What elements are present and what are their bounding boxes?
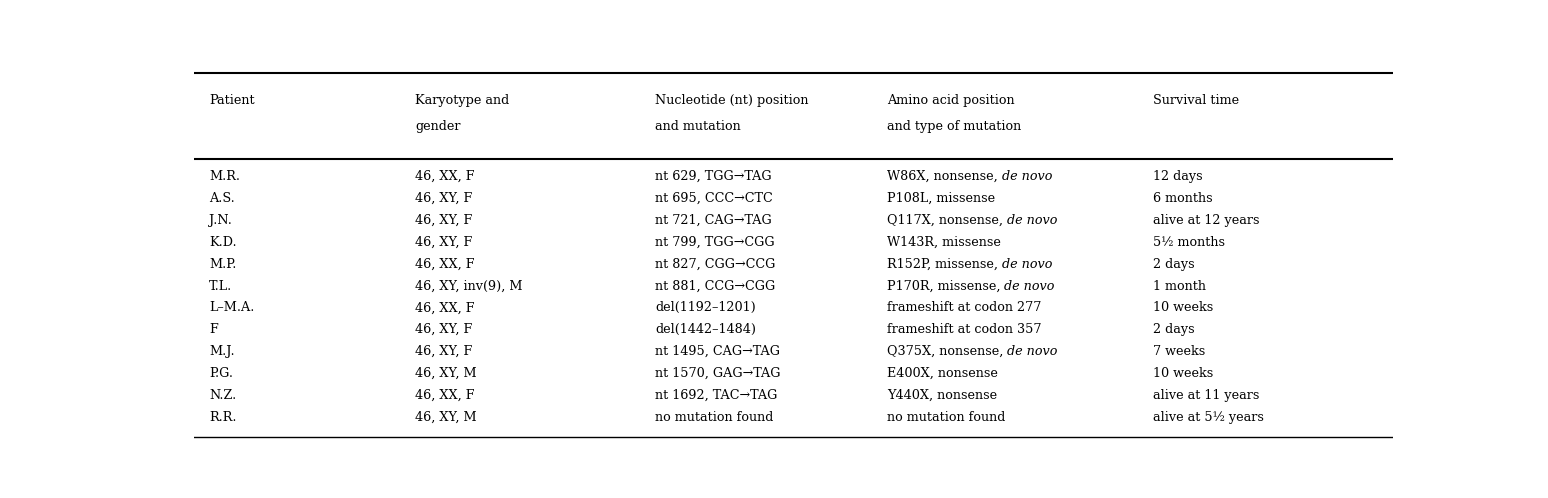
Text: M.P.: M.P. [209, 257, 237, 270]
Text: F: F [209, 323, 218, 336]
Text: 46, XY, M: 46, XY, M [415, 367, 477, 380]
Text: 46, XY, M: 46, XY, M [415, 411, 477, 424]
Text: frameshift at codon 357: frameshift at codon 357 [887, 323, 1042, 336]
Text: Amino acid position: Amino acid position [887, 94, 1014, 107]
Text: 2 days: 2 days [1153, 257, 1195, 270]
Text: W143R, missense: W143R, missense [887, 236, 1002, 249]
Text: Patient: Patient [209, 94, 255, 107]
Text: 46, XY, F: 46, XY, F [415, 192, 472, 205]
Text: Survival time: Survival time [1153, 94, 1240, 107]
Text: and type of mutation: and type of mutation [887, 121, 1022, 133]
Text: gender: gender [415, 121, 461, 133]
Text: 46, XY, F: 46, XY, F [415, 323, 472, 336]
Text: 10 weeks: 10 weeks [1153, 301, 1214, 314]
Text: nt 799, TGG→CGG: nt 799, TGG→CGG [655, 236, 776, 249]
Text: de novo: de novo [1002, 257, 1053, 270]
Text: M.J.: M.J. [209, 345, 235, 358]
Text: Karyotype and: Karyotype and [415, 94, 509, 107]
Text: R152P, missense,: R152P, missense, [887, 257, 1002, 270]
Text: P.G.: P.G. [209, 367, 234, 380]
Text: nt 827, CGG→CCG: nt 827, CGG→CCG [655, 257, 776, 270]
Text: nt 1570, GAG→TAG: nt 1570, GAG→TAG [655, 367, 780, 380]
Text: 5½ months: 5½ months [1153, 236, 1226, 249]
Text: L–M.A.: L–M.A. [209, 301, 254, 314]
Text: 6 months: 6 months [1153, 192, 1214, 205]
Text: no mutation found: no mutation found [887, 411, 1005, 424]
Text: W86X, nonsense,: W86X, nonsense, [887, 170, 1002, 183]
Text: Q117X, nonsense,: Q117X, nonsense, [887, 214, 1006, 227]
Text: Q375X, nonsense,: Q375X, nonsense, [887, 345, 1008, 358]
Text: N.Z.: N.Z. [209, 389, 237, 402]
Text: no mutation found: no mutation found [655, 411, 774, 424]
Text: nt 695, CCC→CTC: nt 695, CCC→CTC [655, 192, 772, 205]
Text: nt 1692, TAC→TAG: nt 1692, TAC→TAG [655, 389, 777, 402]
Text: P108L, missense: P108L, missense [887, 192, 995, 205]
Text: del(1192–1201): del(1192–1201) [655, 301, 755, 314]
Text: 46, XX, F: 46, XX, F [415, 257, 475, 270]
Text: 46, XY, F: 46, XY, F [415, 214, 472, 227]
Text: 7 weeks: 7 weeks [1153, 345, 1206, 358]
Text: E400X, nonsense: E400X, nonsense [887, 367, 998, 380]
Text: 46, XY, F: 46, XY, F [415, 345, 472, 358]
Text: alive at 5½ years: alive at 5½ years [1153, 411, 1265, 424]
Text: 46, XX, F: 46, XX, F [415, 301, 475, 314]
Text: de novo: de novo [1006, 214, 1057, 227]
Text: Y440X, nonsense: Y440X, nonsense [887, 389, 997, 402]
Text: R.R.: R.R. [209, 411, 237, 424]
Text: frameshift at codon 277: frameshift at codon 277 [887, 301, 1042, 314]
Text: 46, XX, F: 46, XX, F [415, 389, 475, 402]
Text: and mutation: and mutation [655, 121, 741, 133]
Text: M.R.: M.R. [209, 170, 240, 183]
Text: nt 1495, CAG→TAG: nt 1495, CAG→TAG [655, 345, 780, 358]
Text: nt 721, CAG→TAG: nt 721, CAG→TAG [655, 214, 772, 227]
Text: Nucleotide (nt) position: Nucleotide (nt) position [655, 94, 810, 107]
Text: del(1442–1484): del(1442–1484) [655, 323, 757, 336]
Text: nt 881, CCG→CGG: nt 881, CCG→CGG [655, 279, 776, 292]
Text: alive at 11 years: alive at 11 years [1153, 389, 1260, 402]
Text: K.D.: K.D. [209, 236, 237, 249]
Text: 46, XY, F: 46, XY, F [415, 236, 472, 249]
Text: J.N.: J.N. [209, 214, 232, 227]
Text: 46, XX, F: 46, XX, F [415, 170, 475, 183]
Text: 10 weeks: 10 weeks [1153, 367, 1214, 380]
Text: 12 days: 12 days [1153, 170, 1203, 183]
Text: de novo: de novo [1005, 279, 1054, 292]
Text: A.S.: A.S. [209, 192, 235, 205]
Text: de novo: de novo [1008, 345, 1057, 358]
Text: 1 month: 1 month [1153, 279, 1206, 292]
Text: P170R, missense,: P170R, missense, [887, 279, 1005, 292]
Text: alive at 12 years: alive at 12 years [1153, 214, 1260, 227]
Text: de novo: de novo [1002, 170, 1053, 183]
Text: T.L.: T.L. [209, 279, 232, 292]
Text: 2 days: 2 days [1153, 323, 1195, 336]
Text: 46, XY, inv(9), M: 46, XY, inv(9), M [415, 279, 523, 292]
Text: nt 629, TGG→TAG: nt 629, TGG→TAG [655, 170, 772, 183]
